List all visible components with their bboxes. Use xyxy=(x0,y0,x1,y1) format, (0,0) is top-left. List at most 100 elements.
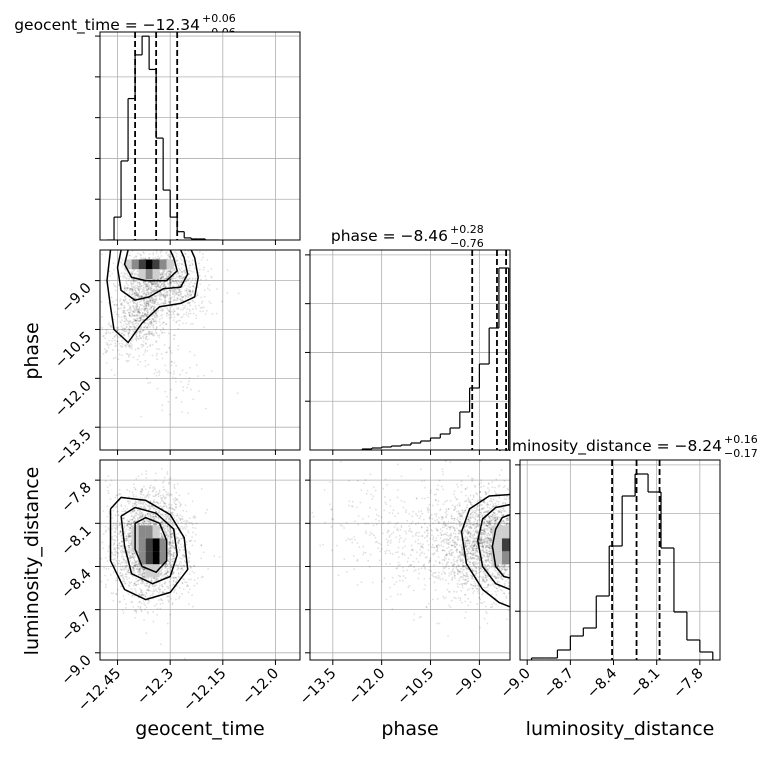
luminosity-distance-vs-geocent-time-point xyxy=(153,488,156,491)
phase-vs-geocent-time-point xyxy=(199,310,202,313)
phase-vs-geocent-time-point xyxy=(124,287,126,289)
luminosity-distance-vs-geocent-time-point xyxy=(153,523,156,526)
phase-vs-geocent-time-point xyxy=(170,277,173,280)
luminosity-distance-vs-geocent-time-point xyxy=(150,578,153,580)
phase-vs-geocent-time-point xyxy=(139,256,142,259)
phase-vs-geocent-time-point xyxy=(152,290,154,293)
phase-vs-geocent-time-point xyxy=(160,307,163,310)
luminosity-distance-vs-geocent-time-point xyxy=(196,582,199,585)
phase-vs-geocent-time-point xyxy=(181,263,184,266)
luminosity-distance-vs-geocent-time-point xyxy=(134,554,137,556)
phase-vs-geocent-time-point xyxy=(144,303,146,306)
luminosity-distance-vs-geocent-time-point xyxy=(95,505,97,507)
luminosity-distance-vs-geocent-time-point xyxy=(159,505,162,508)
phase-vs-geocent-time-point xyxy=(118,331,121,334)
phase-vs-geocent-time-point xyxy=(153,295,156,297)
phase-vs-geocent-time-point xyxy=(162,271,164,274)
phase-vs-geocent-time-point xyxy=(196,293,199,296)
luminosity-distance-vs-geocent-time-point xyxy=(164,502,167,505)
phase-vs-geocent-time-point xyxy=(178,262,181,265)
phase-vs-geocent-time-point xyxy=(121,345,124,348)
luminosity-distance-vs-phase-point xyxy=(487,532,490,535)
marginal-title-phase: phase = −8.46 +0.28 −0.76 xyxy=(331,223,484,250)
luminosity-distance-vs-geocent-time-point xyxy=(158,592,160,594)
luminosity-distance-vs-geocent-time-point xyxy=(149,514,151,517)
phase-vs-geocent-time-point xyxy=(128,344,131,347)
phase-vs-geocent-time-point xyxy=(126,319,129,322)
luminosity-distance-vs-geocent-time-point xyxy=(153,590,156,593)
luminosity-distance-vs-geocent-time-point xyxy=(111,552,114,555)
luminosity-distance-vs-geocent-time-density-cell-13 xyxy=(145,564,153,578)
phase-vs-geocent-time-point xyxy=(138,306,141,308)
phase-vs-geocent-time-point xyxy=(204,275,207,278)
luminosity-distance-vs-geocent-time-point xyxy=(169,535,172,538)
phase-vs-geocent-time-point xyxy=(135,313,138,316)
luminosity-distance-vs-geocent-time-point xyxy=(174,497,177,499)
luminosity-distance-vs-geocent-time-point xyxy=(134,565,137,567)
luminosity-distance-vs-geocent-time-point xyxy=(173,547,176,550)
luminosity-distance-vs-geocent-time-point xyxy=(140,488,143,491)
phase-vs-geocent-time-point xyxy=(178,313,180,316)
phase-vs-geocent-time-point xyxy=(142,257,145,260)
luminosity-distance-vs-geocent-time-point xyxy=(182,527,184,530)
phase-vs-geocent-time-point xyxy=(175,293,178,295)
phase-vs-geocent-time-point xyxy=(158,257,160,260)
phase-vs-geocent-time-point xyxy=(135,307,138,309)
phase-vs-geocent-time-point xyxy=(147,301,150,304)
phase-vs-geocent-time-point xyxy=(147,303,150,306)
phase-vs-geocent-time-point xyxy=(145,314,148,317)
phase-vs-geocent-time-point xyxy=(152,253,155,256)
luminosity-distance-vs-geocent-time-point xyxy=(126,523,129,525)
phase-vs-geocent-time-point xyxy=(142,281,145,284)
luminosity-distance-vs-geocent-time-point xyxy=(135,584,138,586)
luminosity-distance-vs-geocent-time-point xyxy=(150,579,153,582)
luminosity-distance-vs-geocent-time-point xyxy=(190,578,192,581)
luminosity-distance-vs-geocent-time-point xyxy=(162,505,165,508)
phase-vs-geocent-time-point xyxy=(125,301,128,303)
phase-vs-geocent-time-point xyxy=(140,285,143,287)
phase-vs-geocent-time-point xyxy=(159,287,162,290)
luminosity-distance-vs-geocent-time-point xyxy=(131,601,134,604)
luminosity-distance-vs-geocent-time-point xyxy=(165,491,168,493)
phase-vs-geocent-time-point xyxy=(202,256,204,259)
luminosity-distance-vs-geocent-time-point xyxy=(135,610,138,613)
phase-vs-geocent-time-point xyxy=(127,279,130,282)
luminosity-distance-vs-geocent-time-point xyxy=(113,542,116,545)
phase-vs-geocent-time-point xyxy=(130,283,133,285)
phase-vs-geocent-time-point xyxy=(172,292,174,295)
luminosity-distance-vs-geocent-time-point xyxy=(134,552,136,554)
phase-vs-geocent-time-point xyxy=(150,306,153,309)
luminosity-distance-vs-geocent-time-point xyxy=(132,495,135,498)
luminosity-distance-vs-geocent-time-point xyxy=(154,513,157,516)
phase-vs-geocent-time-point xyxy=(149,289,152,292)
luminosity-distance-vs-geocent-time-point xyxy=(173,501,176,504)
phase-vs-geocent-time-point xyxy=(142,292,145,295)
luminosity-distance-vs-geocent-time-point xyxy=(165,565,168,568)
luminosity-distance-vs-geocent-time-point xyxy=(129,532,132,535)
phase-vs-geocent-time-point xyxy=(134,294,137,297)
luminosity-distance-vs-geocent-time-point xyxy=(166,570,169,573)
luminosity-distance-vs-geocent-time-point xyxy=(167,503,170,506)
phase-vs-geocent-time-point xyxy=(155,332,158,335)
luminosity-distance-vs-geocent-time-point xyxy=(138,568,141,570)
phase-vs-geocent-time-point xyxy=(164,286,167,289)
luminosity-distance-vs-geocent-time-point xyxy=(132,510,134,513)
phase-vs-geocent-time-point xyxy=(146,309,149,311)
luminosity-distance-vs-geocent-time-point xyxy=(178,501,181,504)
luminosity-distance-vs-geocent-time-point xyxy=(145,632,148,635)
phase-vs-geocent-time-point xyxy=(155,289,158,292)
phase-vs-geocent-time-point xyxy=(137,310,140,313)
phase-vs-geocent-time-point xyxy=(143,292,146,295)
luminosity-distance-vs-geocent-time-point xyxy=(153,495,156,498)
phase-vs-geocent-time-point xyxy=(180,316,182,319)
luminosity-distance-vs-geocent-time-point xyxy=(162,535,165,538)
phase-vs-geocent-time-point xyxy=(136,358,139,361)
luminosity-distance-vs-geocent-time-point xyxy=(166,516,169,518)
phase-vs-geocent-time-point xyxy=(122,306,125,309)
phase-vs-geocent-time-point xyxy=(154,283,157,286)
luminosity-distance-vs-geocent-time-point xyxy=(141,489,144,492)
luminosity-distance-vs-geocent-time-point xyxy=(143,575,145,578)
phase-vs-geocent-time-point xyxy=(189,323,192,325)
luminosity-distance-vs-geocent-time-point xyxy=(125,524,128,527)
phase-vs-geocent-time-point xyxy=(128,344,131,347)
